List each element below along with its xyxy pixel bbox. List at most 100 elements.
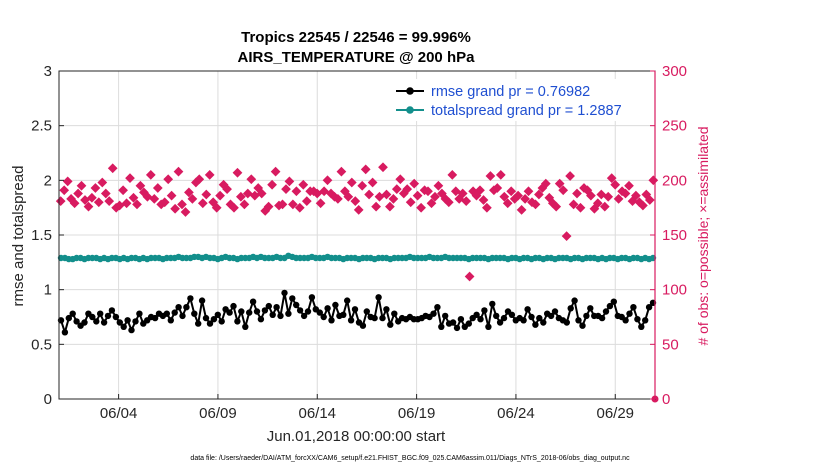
rmse-point	[528, 313, 535, 321]
obs-marker	[586, 190, 596, 201]
obs-marker	[236, 191, 246, 202]
obs-marker	[93, 197, 104, 208]
rmse-point	[261, 307, 269, 314]
rmse-point	[163, 310, 170, 317]
rmse-point	[324, 305, 331, 312]
y-left-tick-label: 1	[44, 282, 52, 299]
obs-marker	[62, 176, 73, 187]
rmse-point	[645, 304, 653, 311]
rmse-point	[112, 313, 120, 321]
obs-marker	[534, 189, 544, 200]
rmse-point	[120, 323, 127, 330]
rmse-point	[598, 314, 606, 322]
rmse-point	[583, 312, 590, 320]
rmse-point	[218, 318, 225, 325]
rmse-point	[61, 329, 69, 336]
rmse-point	[387, 321, 394, 328]
rmse-point	[151, 314, 159, 322]
rmse-point	[108, 307, 116, 314]
obs-marker	[402, 184, 413, 194]
grid	[59, 70, 655, 400]
obs-marker	[336, 166, 347, 177]
y-right-tick-label: 200	[662, 172, 687, 189]
obs-marker	[412, 190, 423, 201]
rmse-point	[285, 310, 292, 317]
rmse-point	[187, 295, 194, 302]
rmse-point	[242, 323, 249, 330]
obs-marker	[204, 170, 215, 180]
y-right-tick-label: 250	[662, 118, 687, 135]
rmse-point	[575, 317, 582, 324]
obs-marker	[495, 170, 506, 180]
y-right-tick-label: 100	[662, 282, 687, 299]
obs-marker	[353, 205, 364, 215]
rmse-point	[69, 310, 76, 317]
obs-marker	[603, 191, 614, 202]
obs-marker	[163, 174, 174, 185]
obs-marker	[433, 180, 444, 191]
rmse-point	[226, 309, 233, 316]
rmse-point	[430, 310, 437, 317]
rmse-point	[363, 308, 370, 315]
rmse-point	[116, 319, 124, 326]
obs-marker	[180, 207, 191, 217]
obs-marker	[73, 188, 83, 199]
y-left-tick-label: 3	[44, 63, 52, 80]
rmse-point	[202, 314, 210, 322]
obs-marker	[232, 167, 243, 178]
obs-marker	[530, 199, 541, 210]
rmse-point	[340, 311, 347, 318]
rmse-point	[642, 317, 649, 324]
rmse-point	[375, 294, 382, 301]
rmse-series	[57, 289, 657, 336]
obs-marker	[197, 198, 208, 209]
axes: 0 0.5 1 1.5 2 2.5 3 0 50 100 150 200 250 300 06/04 06/0…	[31, 63, 687, 422]
rmse-point	[383, 306, 390, 313]
rmse-point	[246, 309, 253, 316]
obs-marker	[104, 196, 115, 206]
rmse-point	[206, 320, 214, 327]
data-file-footnote: data file: /Users/raeder/DAI/ATM_forcXX/…	[190, 455, 630, 462]
rmse-point	[257, 316, 265, 323]
obs-marker	[177, 199, 187, 210]
chart-title: Tropics 22545 / 22546 = 99.996%	[241, 29, 471, 46]
rmse-point	[191, 310, 198, 317]
obs-marker	[69, 198, 80, 209]
obs-marker	[492, 183, 503, 193]
obs-marker	[499, 191, 510, 202]
obs-marker	[485, 171, 496, 181]
obs-marker	[139, 187, 149, 198]
obs-marker	[128, 192, 139, 203]
rmse-point	[587, 305, 594, 312]
rmse-point	[128, 326, 135, 334]
obs-marker	[322, 175, 333, 186]
rmse-point	[473, 311, 480, 318]
rmse-point	[547, 312, 555, 320]
obs-marker	[87, 192, 97, 203]
rmse-point	[347, 317, 355, 324]
rmse-point	[273, 304, 280, 311]
x-tick-label: 06/04	[100, 405, 138, 422]
obs-marker	[644, 195, 655, 205]
rmse-point	[442, 312, 449, 320]
obs-marker	[166, 190, 177, 201]
obs-marker	[638, 200, 648, 211]
rmse-point	[253, 308, 261, 315]
obs-marker	[558, 185, 569, 196]
rmse-point	[610, 298, 617, 305]
rmse-point	[210, 316, 218, 323]
rmse-point	[293, 301, 300, 309]
obs-marker	[426, 198, 437, 209]
rmse-point	[238, 308, 245, 315]
y-left-tick-label: 0	[44, 391, 52, 408]
rmse-point	[234, 318, 241, 325]
x-tick-label: 06/19	[398, 405, 436, 422]
obs-marker	[152, 183, 163, 193]
obs-marker	[461, 196, 472, 206]
obs-marker	[149, 194, 160, 204]
rmse-point	[100, 319, 108, 326]
obs-marker	[572, 188, 582, 199]
obs-marker	[506, 186, 517, 197]
